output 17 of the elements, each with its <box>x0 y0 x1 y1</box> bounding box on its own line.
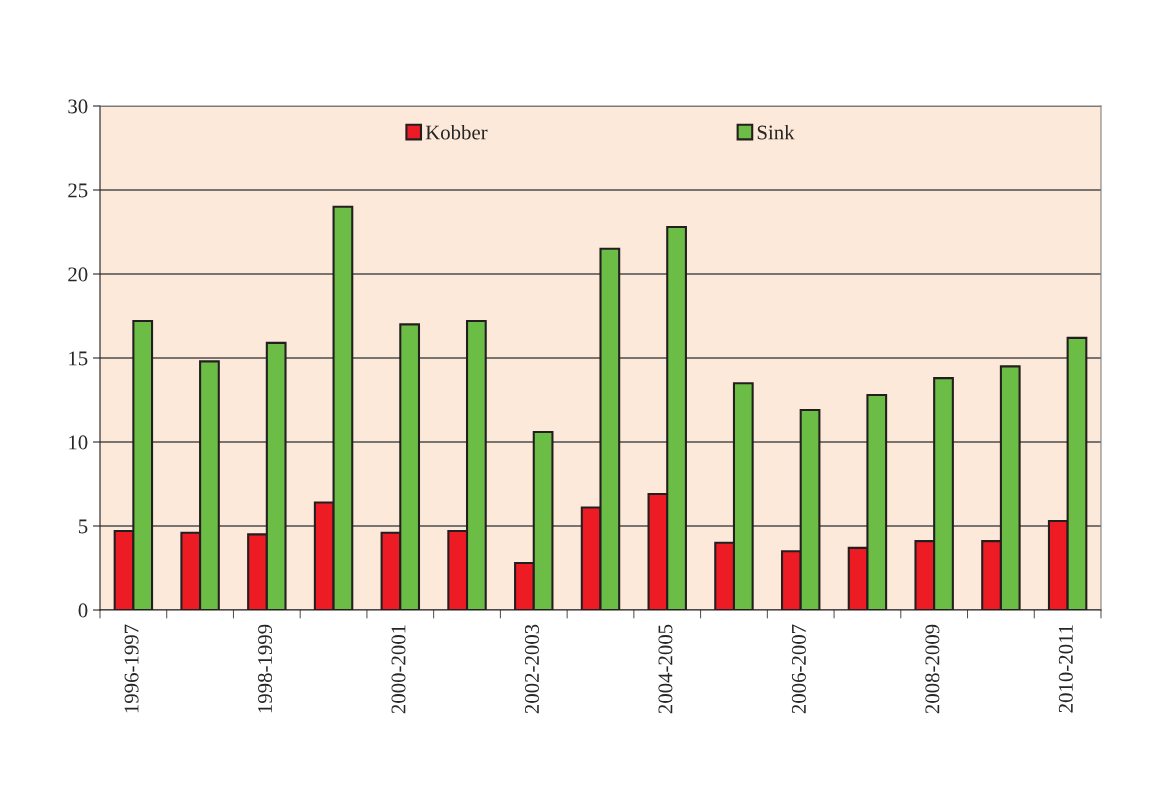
x-tick-label: 1998-1999 <box>257 624 273 713</box>
y-tick-label: 25 <box>68 183 88 198</box>
x-tick-label: 1996-1997 <box>124 624 139 713</box>
x-tick-label: 2006-2007 <box>791 624 806 714</box>
x-tick-label: 2002-2003 <box>524 624 539 714</box>
y-tick-label: 10 <box>69 435 88 450</box>
x-tick-label: 2004-2005 <box>658 624 673 714</box>
x-tick-label: 2008-2009 <box>925 624 940 714</box>
x-tick-label: 2000-2001 <box>391 625 406 714</box>
x-tick-label: 2010-2011 <box>1058 625 1073 713</box>
y-tick-label: 5 <box>78 519 88 534</box>
legend-label: Kobber <box>425 124 488 140</box>
y-tick-label: 20 <box>68 267 88 282</box>
y-tick-label: 30 <box>68 99 88 114</box>
y-tick-label: 0 <box>78 603 88 618</box>
y-tick-label: 15 <box>69 351 88 366</box>
legend-label: Sink <box>757 124 795 140</box>
